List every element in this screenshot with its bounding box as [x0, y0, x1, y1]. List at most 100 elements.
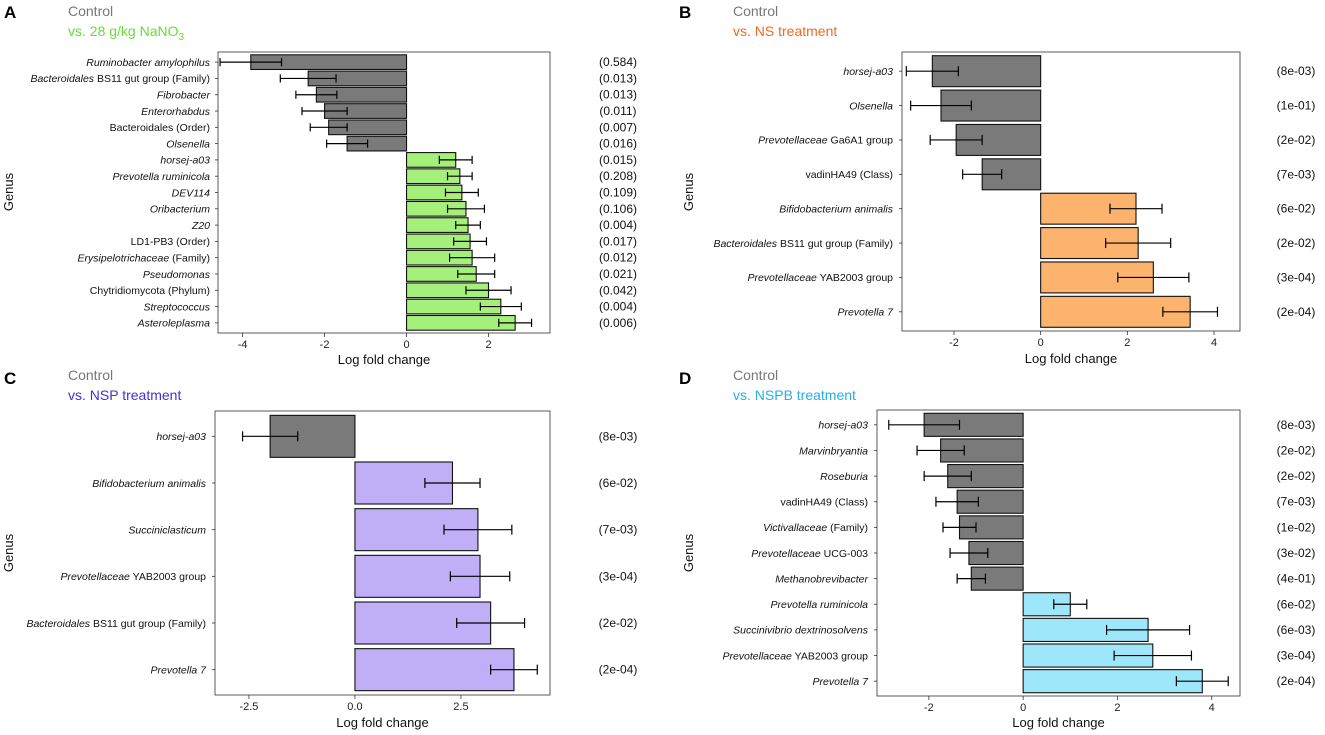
panel-title-comparison: vs. NSP treatment: [68, 387, 181, 403]
p-value: (0.208): [599, 169, 637, 183]
genus-label-part: Prevotellaceae: [722, 650, 792, 662]
panel-title-control: Control: [68, 367, 113, 383]
x-axis-title: Log fold change: [1012, 715, 1105, 730]
genus-label: Fibrobacter: [157, 90, 211, 102]
genus-label: Bacteroidales BS11 gut group (Family): [713, 238, 893, 250]
genus-label-part: Bacteroidales: [26, 618, 90, 630]
genus-label-part: Erysipelotrichaceae: [78, 252, 170, 264]
genus-label: horsej-a03: [818, 420, 868, 432]
genus-label: Z20: [191, 220, 210, 232]
x-axis-title: Log fold change: [336, 715, 429, 730]
genus-label-part: Enterorhabdus: [141, 106, 211, 118]
p-value: (6e-02): [599, 476, 638, 490]
genus-label-part: Bacteroidales: [30, 73, 94, 85]
genus-label-part: Fibrobacter: [157, 90, 211, 102]
genus-label-part: Prevotellaceae: [60, 571, 130, 583]
y-axis-title: Genus: [1, 533, 16, 572]
genus-label: horsej-a03: [156, 431, 206, 443]
genus-label: Olsenella: [166, 138, 210, 150]
x-tick-label: 0: [403, 339, 409, 351]
comparison-text: vs. NS treatment: [733, 23, 837, 39]
genus-label-part: BS11 gut group (Family): [777, 238, 893, 250]
panel-title-comparison: vs. 28 g/kg NaNO3: [68, 23, 185, 43]
genus-label-part: Ruminobacter amylophilus: [86, 57, 210, 69]
genus-label: Erysipelotrichaceae (Family): [78, 252, 210, 264]
genus-label: Prevotellaceae YAB2003 group: [60, 571, 206, 583]
genus-label-part: vadinHA49 (Class): [805, 169, 893, 181]
genus-label-part: Chytridiomycota (Phylum): [90, 285, 210, 297]
genus-label: vadinHA49 (Class): [780, 497, 868, 509]
genus-label-part: Oribacterium: [150, 204, 210, 216]
p-value: (0.012): [599, 251, 637, 265]
genus-label-part: Roseburia: [820, 471, 868, 483]
p-value: (2e-02): [1277, 133, 1316, 147]
genus-label: Prevotellaceae UCG-003: [751, 548, 868, 560]
genus-label: Victivallaceae (Family): [763, 522, 868, 534]
genus-label: Prevotella 7: [838, 307, 895, 319]
x-tick-label: -2: [949, 337, 959, 349]
panel-title-control: Control: [733, 3, 778, 19]
genus-label: Prevotellaceae Ga6A1 group: [758, 135, 893, 147]
p-value: (0.004): [599, 218, 637, 232]
genus-label-part: Asteroleplasma: [137, 318, 211, 330]
genus-label: Pseudomonas: [143, 269, 211, 281]
panel-a: A Control vs. 28 g/kg NaNO3 Ruminobacter am…: [1, 3, 637, 367]
p-value: (7e-03): [1277, 167, 1316, 181]
p-value: (2e-02): [1277, 469, 1316, 483]
p-value: (0.017): [599, 234, 637, 248]
x-tick-label: 2: [1114, 702, 1120, 714]
genus-label: Bifidobacterium animalis: [92, 478, 207, 490]
genus-label: Bacteroidales (Order): [110, 122, 210, 134]
genus-label-part: horsej-a03: [160, 155, 210, 167]
p-value: (6e-02): [1277, 597, 1316, 611]
genus-label-part: Pseudomonas: [143, 269, 211, 281]
panel-d: D Control vs. NSPB treatment horsej-a03 (8e-…: [679, 367, 1315, 730]
panel-letter: A: [4, 3, 16, 22]
genus-label-part: Streptococcus: [143, 301, 210, 313]
genus-label-part: Victivallaceae: [763, 522, 827, 534]
p-value: (3e-02): [1277, 546, 1316, 560]
genus-label: LD1-PB3 (Order): [131, 236, 210, 248]
comparison-text: vs. NSPB treatment: [733, 387, 856, 403]
x-tick-label: -4: [238, 339, 248, 351]
genus-label-part: BS11 gut group (Family): [90, 618, 206, 630]
p-value: (8e-03): [1277, 64, 1316, 78]
genus-label: Methanobrevibacter: [775, 573, 868, 585]
genus-label: Enterorhabdus: [141, 106, 211, 118]
genus-label: Streptococcus: [143, 301, 210, 313]
p-value: (0.013): [599, 71, 637, 85]
y-axis-title: Genus: [681, 533, 696, 572]
genus-label-part: BS11 gut group (Family): [94, 73, 210, 85]
p-value: (6e-02): [1277, 202, 1316, 216]
genus-label: Roseburia: [820, 471, 868, 483]
p-value: (3e-04): [1277, 649, 1316, 663]
comparison-text: vs. 28 g/kg NaNO: [68, 23, 179, 39]
genus-label: Succinivibrio dextrinosolvens: [733, 625, 869, 637]
x-tick-label: 2.5: [453, 701, 468, 713]
x-tick-label: 4: [1209, 702, 1215, 714]
comparison-subscript: 3: [179, 32, 185, 43]
genus-label-part: Bacteroidales (Order): [110, 122, 210, 134]
p-value: (0.584): [599, 55, 637, 69]
p-value: (2e-04): [599, 663, 638, 677]
genus-label-part: UCG-003: [821, 548, 868, 560]
genus-label-part: horsej-a03: [156, 431, 206, 443]
genus-label-part: (Family): [169, 252, 210, 264]
genus-label: Bifidobacterium animalis: [779, 203, 894, 215]
genus-label-part: Prevotella ruminicola: [113, 171, 211, 183]
genus-label: Prevotella 7: [151, 664, 208, 676]
p-value: (8e-03): [599, 429, 638, 443]
genus-label: horsej-a03: [843, 66, 893, 78]
p-value: (4e-01): [1277, 572, 1316, 586]
genus-label-part: Prevotella ruminicola: [771, 599, 869, 611]
comparison-text: vs. NSP treatment: [68, 387, 181, 403]
genus-label: DEV114: [172, 187, 210, 199]
panel-title-control: Control: [68, 3, 113, 19]
panel-letter: C: [4, 369, 16, 388]
genus-label-part: horsej-a03: [843, 66, 893, 78]
genus-label-part: Prevotella 7: [151, 664, 208, 676]
genus-label: Ruminobacter amylophilus: [86, 57, 210, 69]
genus-label: Oribacterium: [150, 204, 210, 216]
genus-label: Chytridiomycota (Phylum): [90, 285, 210, 297]
